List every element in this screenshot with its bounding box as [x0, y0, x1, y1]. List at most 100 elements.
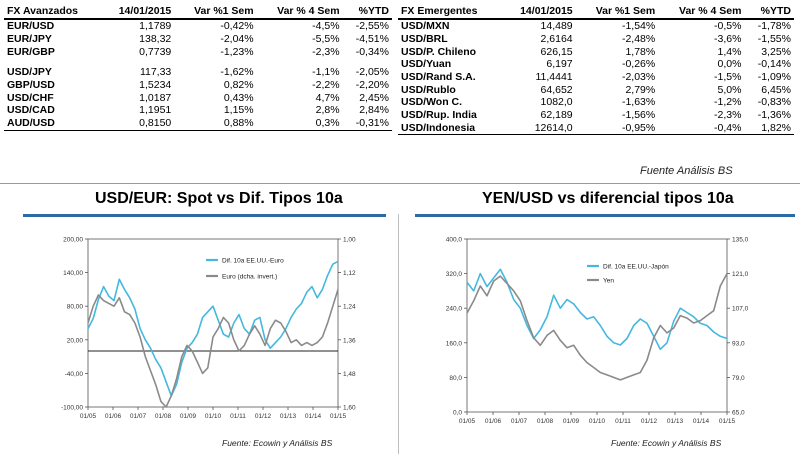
table-cell: -2,48% — [621, 33, 656, 46]
x-tick-label: 01/11 — [230, 413, 246, 420]
x-tick-label: 01/07 — [130, 413, 147, 420]
pair-label: USD/CHF — [7, 91, 54, 104]
x-tick-label: 01/14 — [693, 418, 710, 425]
table-cell: 1082,0 — [540, 96, 573, 109]
yen-usd-chart: 400,0 135,0 320,0 121,0 240,0 107,0 160,0 93,0 8… — [446, 237, 749, 426]
table-cell: 11,4441 — [535, 71, 573, 84]
x-tick-label: 01/15 — [719, 418, 736, 425]
table-cell: 2,6164 — [540, 33, 573, 46]
pair-label: USD/MXN — [401, 20, 450, 33]
x-tick-label: 01/09 — [180, 413, 197, 420]
table-cell: -4,5% — [312, 20, 340, 33]
pair-label: USD/Yuan — [401, 58, 452, 71]
table-cell: -2,03% — [621, 71, 656, 84]
table-cell: 62,189 — [540, 109, 573, 122]
chart-source: Fuente: Ecowin y Análisis BS — [611, 438, 722, 448]
chart-source: Fuente: Ecowin y Análisis BS — [222, 438, 333, 448]
chart-title-usd-eur: USD/EUR: Spot vs Dif. Tipos 10a — [95, 190, 343, 207]
x-tick-label: 01/12 — [255, 413, 272, 420]
y-left-tick-label: 20,00 — [67, 337, 84, 344]
column-header: Var %1 Sem — [575, 4, 659, 20]
pair-label: USD/CAD — [7, 104, 55, 117]
title-underline — [23, 214, 386, 217]
table-cell: -0,4% — [658, 121, 745, 136]
x-tick-label: 01/11 — [615, 418, 631, 425]
x-tick-label: 01/10 — [205, 413, 222, 420]
table-cell: -1,2% — [714, 96, 742, 109]
pair-label: USD/Rup. India — [401, 109, 477, 122]
y-right-tick-label: 93,0 — [732, 340, 745, 347]
table-cell: 1,78% — [625, 45, 656, 58]
y-right-tick-label: 135,0 — [732, 237, 749, 244]
table-cell: 1,5234 — [139, 79, 172, 92]
table-cell: -1,23% — [220, 45, 254, 58]
usd-eur-chart: 200,00 1,00 140,00 1,12 80,00 1,24 20,00 1,36 -4… — [61, 237, 356, 421]
divider — [0, 183, 800, 184]
source-note: Fuente Análisis BS — [640, 165, 733, 177]
table-cell: 0,7739 — [139, 45, 172, 58]
table-cell: -3,6% — [714, 33, 742, 46]
table-row: EUR/JPY 138,32 -2,04% -5,5% -4,51% — [4, 33, 392, 46]
x-tick-label: 01/07 — [511, 418, 528, 425]
table-row: USD/Rublo 64,652 2,79% 5,0% 6,45% — [398, 83, 794, 96]
table-cell: -1,63% — [621, 96, 656, 109]
table-cell: 12614,0 — [501, 121, 576, 136]
table-row: USD/CHF 1,0187 0,43% 4,7% 2,45% — [4, 91, 392, 104]
table-cell: -2,04% — [220, 33, 254, 46]
series-line-0 — [466, 268, 728, 351]
x-tick-label: 01/08 — [537, 418, 554, 425]
table-cell: -0,5% — [714, 20, 742, 33]
fx-avanzados-table: FX Avanzados 14/01/2015 Var %1 Sem Var % 4 … — [4, 4, 392, 131]
column-header: FX Avanzados — [4, 4, 101, 20]
table-row: USD/Won C. 1082,0 -1,63% -1,2% -0,83% — [398, 96, 794, 109]
y-left-tick-label: 80,0 — [449, 375, 462, 382]
y-right-tick-label: 1,00 — [343, 237, 356, 244]
column-header: FX Emergentes — [398, 4, 502, 20]
table-cell: -5,5% — [312, 33, 340, 46]
series-line-1 — [466, 273, 728, 381]
table-row: EUR/USD 1,1789 -0,42% -4,5% -2,55% — [4, 19, 392, 33]
table-cell: 1,1951 — [139, 104, 172, 117]
table-cell: -2,55% — [355, 20, 389, 33]
table-row: USD/Rup. India 62,189 -1,56% -2,3% -1,36% — [398, 109, 794, 122]
y-right-tick-label: 1,24 — [343, 304, 356, 311]
table-cell: 3,25% — [761, 45, 791, 58]
y-left-tick-label: 240,0 — [446, 306, 463, 313]
series-line-0 — [87, 260, 339, 397]
x-tick-label: 01/06 — [105, 413, 122, 420]
pair-label: USD/Rublo — [401, 83, 456, 96]
table-cell: -0,34% — [355, 45, 389, 58]
divider — [398, 214, 399, 454]
y-left-tick-label: 160,0 — [446, 340, 463, 347]
y-left-tick-label: 200,00 — [63, 237, 83, 244]
column-header: 14/01/2015 — [501, 4, 576, 20]
x-tick-label: 01/15 — [330, 413, 347, 420]
table-cell: 1,0187 — [139, 91, 172, 104]
table-cell: 0,0% — [717, 58, 742, 71]
chart-title-yen-usd: YEN/USD vs diferencial tipos 10a — [482, 190, 734, 207]
y-right-tick-label: 1,60 — [343, 405, 356, 412]
table-cell: -1,5% — [714, 71, 742, 84]
table-cell: -0,31% — [342, 116, 392, 131]
pair-label: USD/P. Chileno — [401, 45, 477, 58]
table-cell: 2,45% — [359, 91, 389, 104]
x-tick-label: 01/05 — [459, 418, 476, 425]
spacer-cell — [4, 58, 392, 66]
pair-label: EUR/JPY — [7, 33, 52, 46]
x-tick-label: 01/08 — [155, 413, 172, 420]
column-header: Var % 4 Sem — [256, 4, 343, 20]
legend-label: Yen — [603, 278, 614, 285]
y-left-tick-label: -40,00 — [65, 371, 84, 378]
table-cell: 0,82% — [223, 79, 254, 92]
y-left-tick-label: -100,00 — [61, 405, 83, 412]
y-right-tick-label: 107,0 — [732, 306, 749, 313]
table-header-row: FX Avanzados 14/01/2015 Var %1 Sem Var % 4 … — [4, 4, 392, 20]
pair-label: GBP/USD — [7, 79, 55, 92]
table-row: AUD/USD 0,8150 0,88% 0,3% -0,31% — [4, 116, 392, 131]
table-cell: -1,62% — [220, 66, 254, 79]
table-cell: 2,79% — [625, 83, 656, 96]
title-underline — [415, 214, 795, 217]
pair-label: USD/Won C. — [401, 96, 463, 109]
table-cell: 0,43% — [223, 91, 254, 104]
series-line-1 — [87, 289, 339, 408]
